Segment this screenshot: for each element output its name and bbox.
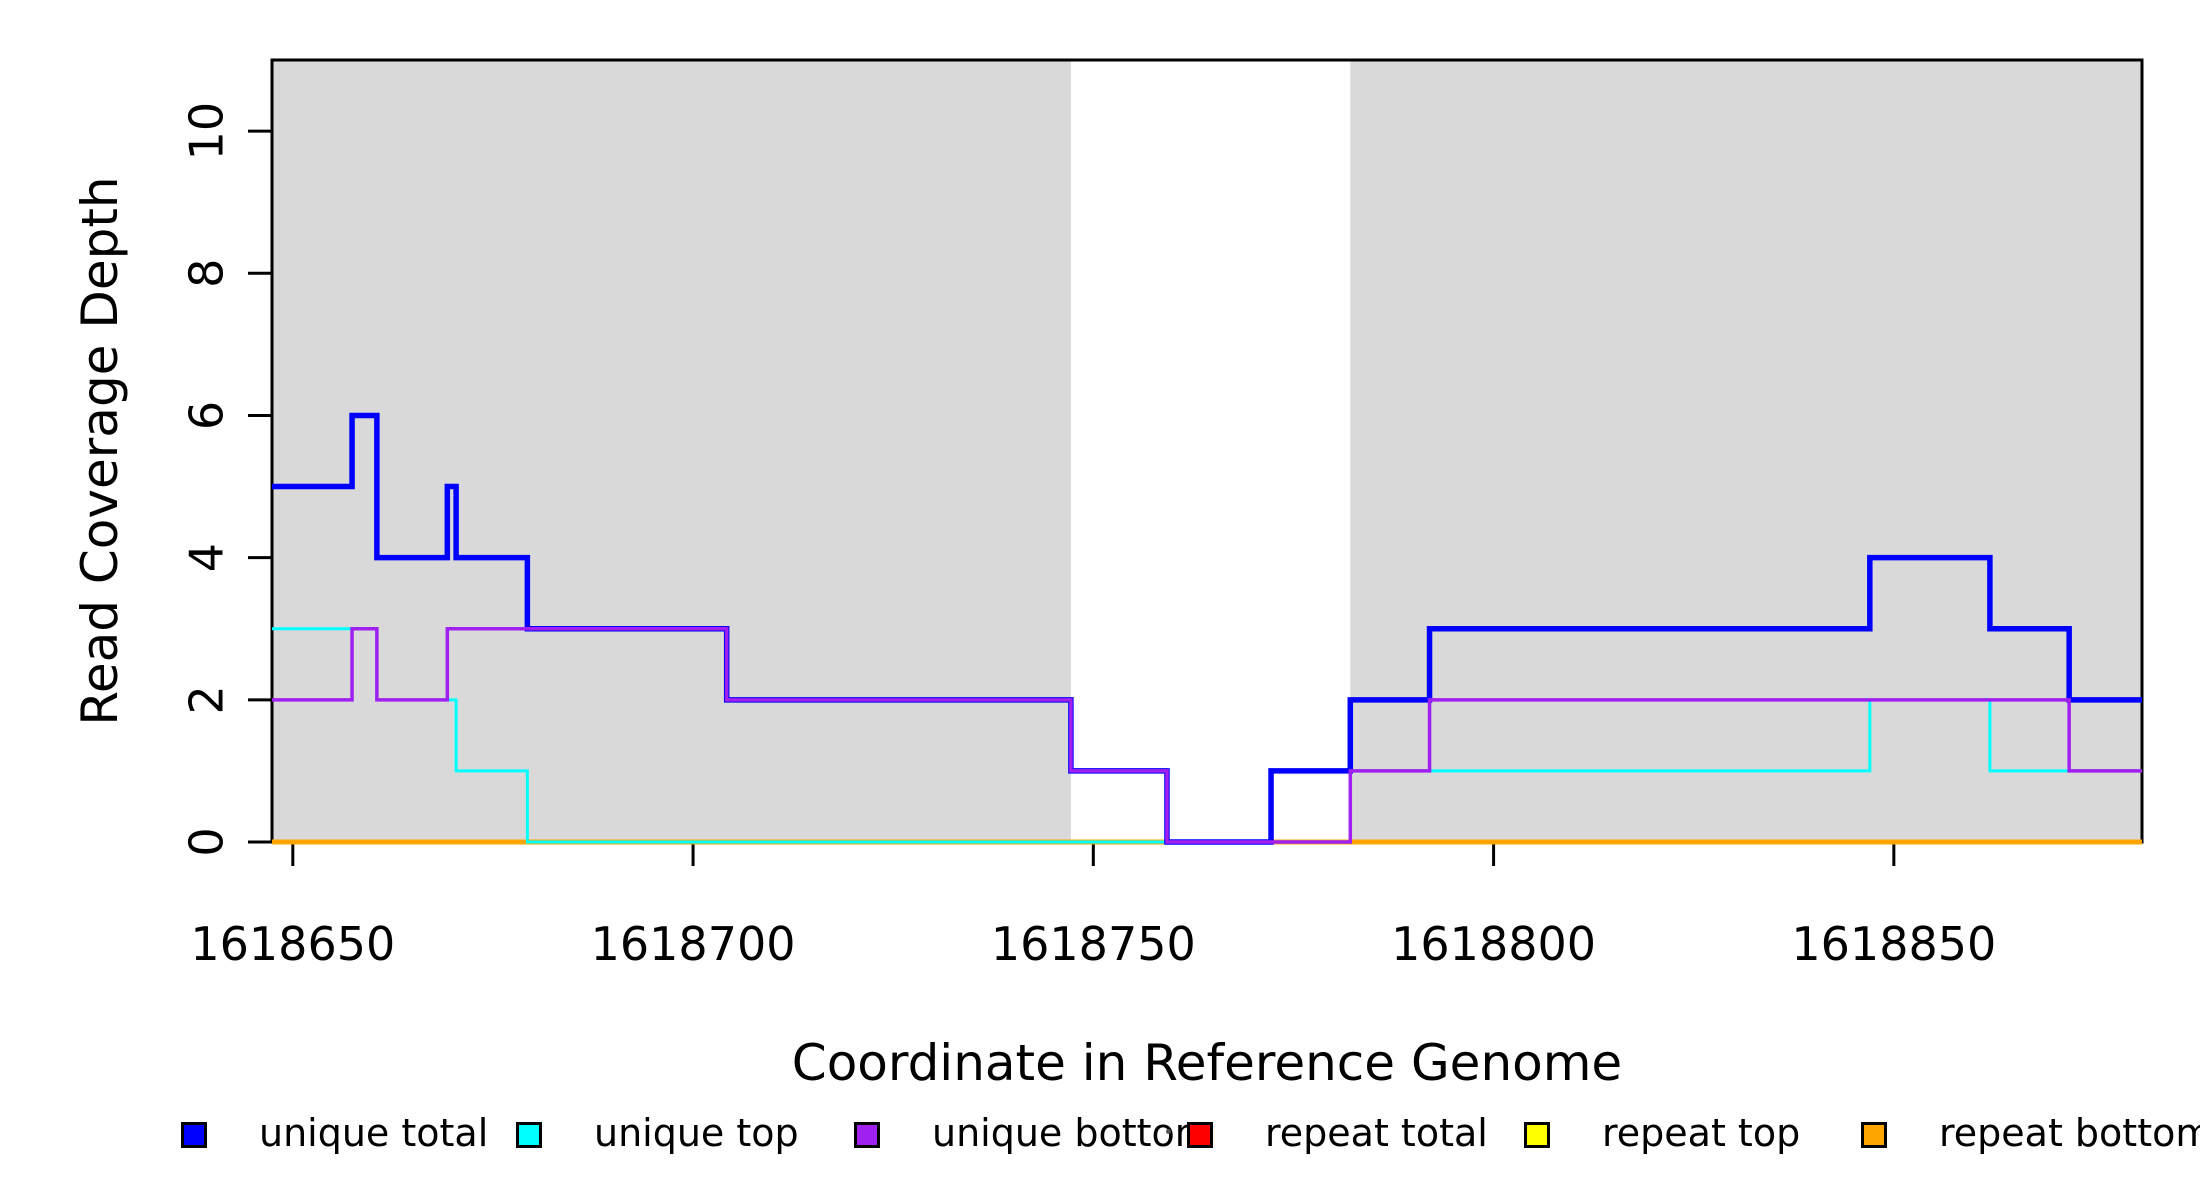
legend-item-repeat-total: repeat total xyxy=(1187,1111,1488,1155)
y-tick-label: 2 xyxy=(180,685,234,714)
y-tick-label: 8 xyxy=(180,259,234,288)
legend-swatch-repeat-total xyxy=(1187,1122,1213,1148)
y-tick-label: 4 xyxy=(180,543,234,572)
x-axis-title: Coordinate in Reference Genome xyxy=(791,1034,1623,1092)
legend-swatch-repeat-bottom xyxy=(1861,1122,1887,1148)
legend-label: unique total xyxy=(259,1111,489,1155)
y-tick-label: 10 xyxy=(180,102,234,161)
x-tick-label: 1618700 xyxy=(591,917,796,971)
legend-label: unique bottom xyxy=(932,1111,1212,1155)
shaded-region xyxy=(1350,60,2142,842)
legend-label: unique top xyxy=(594,1111,799,1155)
x-tick-label: 1618800 xyxy=(1391,917,1596,971)
legend-item-unique-bottom: unique bottom xyxy=(854,1111,1212,1155)
legend-swatch-repeat-top xyxy=(1524,1122,1550,1148)
x-tick-label: 1618850 xyxy=(1791,917,1996,971)
y-tick-label: 6 xyxy=(180,401,234,430)
artifact-dot xyxy=(1166,1129,1171,1134)
y-tick-label: 0 xyxy=(180,827,234,856)
legend-label: repeat bottom xyxy=(1939,1111,2200,1155)
y-axis-title: Read Coverage Depth xyxy=(71,176,129,726)
shaded-region xyxy=(272,60,1071,842)
x-tick-label: 1618750 xyxy=(991,917,1196,971)
legend-item-repeat-bottom: repeat bottom xyxy=(1861,1111,2200,1155)
legend-label: repeat total xyxy=(1265,1111,1488,1155)
series-unique-bottom xyxy=(272,626,2142,844)
legend-swatch-unique-bottom xyxy=(854,1122,880,1148)
legend-swatch-unique-top xyxy=(516,1122,542,1148)
legend-item-unique-top: unique top xyxy=(516,1111,799,1155)
legend-label: repeat top xyxy=(1602,1111,1801,1155)
x-tick-label: 1618650 xyxy=(190,917,395,971)
legend-item-unique-total: unique total xyxy=(181,1111,488,1155)
legend-swatch-unique-total xyxy=(181,1122,207,1148)
legend-item-repeat-top: repeat top xyxy=(1524,1111,1800,1155)
